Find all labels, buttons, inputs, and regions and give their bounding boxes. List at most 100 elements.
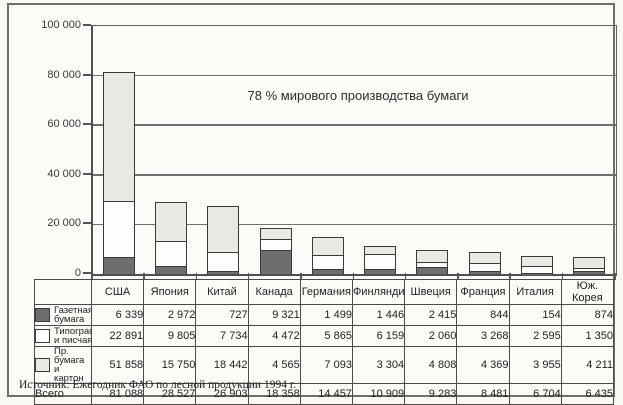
stacked-bar-1 [102, 71, 135, 274]
row-label-cell: Всего [34, 383, 92, 405]
bar-segment-series-3 [208, 207, 239, 254]
value-cell: 4 565 [247, 346, 301, 384]
x-axis-tick-mark [404, 273, 407, 280]
table-header-row: СШАЯпонияКитайКанадаГерманияФинляндияШве… [34, 279, 615, 305]
row-label-cell: Газетная бумага [34, 304, 92, 326]
gridline [93, 174, 616, 176]
bar-segment-series-1 [260, 250, 291, 274]
value-cell: 18 442 [195, 346, 249, 384]
value-cell: 3 955 [508, 346, 562, 384]
x-axis-tick-mark [561, 273, 564, 280]
value-cell: 6 704 [508, 383, 562, 405]
table-row-total: Всего 81 088 28 527 26 903 18 358 14 457 10 90… [34, 383, 615, 405]
value-cell: 28 527 [143, 383, 197, 405]
bar-segment-series-3 [155, 203, 186, 243]
column-header: Япония [143, 279, 197, 305]
column-header: Китай [195, 279, 249, 305]
legend-entry: Типографскаяи писчая [35, 327, 91, 345]
bar-segment-series-3 [312, 238, 343, 256]
plot-area: 78 % мирового производства бумаги [91, 25, 617, 276]
legend-swatch-icon [35, 308, 50, 322]
x-axis-tick-mark [457, 273, 459, 280]
figure-frame: 0 20 000 40 000 60 000 80 000 100 000 78 % ми… [7, 3, 617, 405]
value-cell: 727 [195, 304, 249, 326]
value-cell: 154 [508, 304, 562, 326]
y-axis-tick-label: 40 000 [47, 167, 81, 180]
x-axis-tick-mark [195, 273, 198, 280]
chart-annotation: 78 % мирового производства бумаги [247, 88, 469, 103]
stacked-bar-10 [573, 257, 606, 274]
x-axis-tick-mark [509, 273, 511, 280]
value-cell: 2 415 [404, 304, 458, 326]
bar-segment-series-2 [469, 263, 500, 272]
bar-segment-series-2 [417, 262, 448, 269]
bar-segment-series-2 [312, 255, 343, 271]
value-cell: 5 865 [299, 325, 353, 347]
bar-segment-series-1 [574, 271, 605, 274]
x-axis-tick-mark [91, 273, 93, 280]
value-cell: 2 972 [143, 304, 197, 326]
value-cell: 6 159 [351, 325, 406, 347]
stacked-bar-3 [207, 206, 240, 274]
y-axis-tick-label: 60 000 [47, 118, 81, 131]
column-header: Финляндия [351, 279, 406, 305]
bar-segment-series-1 [155, 266, 186, 274]
legend-entry: Газетная бумага [35, 306, 91, 324]
value-cell: 18 358 [247, 383, 301, 405]
value-cell: 874 [560, 304, 615, 326]
table-corner-blank [34, 279, 92, 305]
value-cell: 9 805 [143, 325, 197, 347]
gridline [93, 124, 616, 126]
bar-segment-series-1 [417, 268, 448, 274]
y-axis-tick-label: 100 000 [41, 19, 81, 31]
bar-segment-series-2 [208, 253, 239, 273]
value-cell: 15 750 [143, 346, 197, 384]
column-header: Канада [247, 279, 301, 305]
bar-segment-series-1 [103, 258, 134, 274]
column-header: США [90, 279, 145, 305]
bar-segment-series-2 [522, 267, 553, 274]
gridline [93, 74, 616, 77]
value-cell: 7 093 [299, 346, 353, 384]
bar-segment-series-3 [260, 228, 291, 240]
column-header: Италия [508, 279, 562, 305]
column-header: Юж. Корея [560, 279, 615, 305]
value-cell: 6 339 [90, 304, 145, 326]
value-cell: 22 891 [90, 325, 145, 347]
value-cell: 51 858 [90, 346, 145, 384]
table-row: Пр. бумага и картон 51 858 15 750 18 442 4 56… [34, 346, 615, 384]
x-axis-tick-mark [300, 273, 302, 280]
y-axis-tick-mark [83, 24, 91, 26]
value-cell: 4 808 [404, 346, 458, 384]
stacked-bar-9 [521, 256, 554, 274]
legend-swatch-icon [35, 329, 50, 343]
value-cell: 6 435 [560, 383, 615, 405]
bar-segment-series-2 [155, 242, 186, 267]
value-cell: 4 472 [247, 325, 301, 347]
value-cell: 4 369 [456, 346, 510, 384]
value-cell: 9 283 [404, 383, 458, 405]
legend-entry: Пр. бумага и картон [35, 348, 91, 383]
gridline [93, 223, 616, 226]
value-cell: 10 909 [351, 383, 406, 405]
column-header: Франция [456, 279, 510, 305]
value-cell: 81 088 [90, 383, 145, 405]
value-cell: 9 321 [247, 304, 301, 326]
y-axis-tick-mark [83, 272, 91, 274]
bar-segment-series-3 [574, 258, 605, 269]
stacked-bar-7 [416, 250, 449, 274]
value-cell: 1 499 [299, 304, 353, 326]
y-axis-tick-mark [83, 222, 91, 225]
data-table: СШАЯпонияКитайКанадаГерманияФинляндияШве… [34, 279, 615, 405]
bar-segment-series-3 [417, 251, 448, 263]
value-cell: 26 903 [195, 383, 249, 405]
value-cell: 3 304 [351, 346, 406, 384]
value-cell: 4 211 [560, 346, 615, 384]
bar-segment-series-1 [208, 272, 239, 274]
row-label: Газетная бумага [54, 305, 92, 325]
stacked-bar-2 [154, 202, 187, 274]
y-axis-tick-label: 80 000 [47, 68, 81, 81]
value-cell: 1 350 [560, 325, 615, 347]
